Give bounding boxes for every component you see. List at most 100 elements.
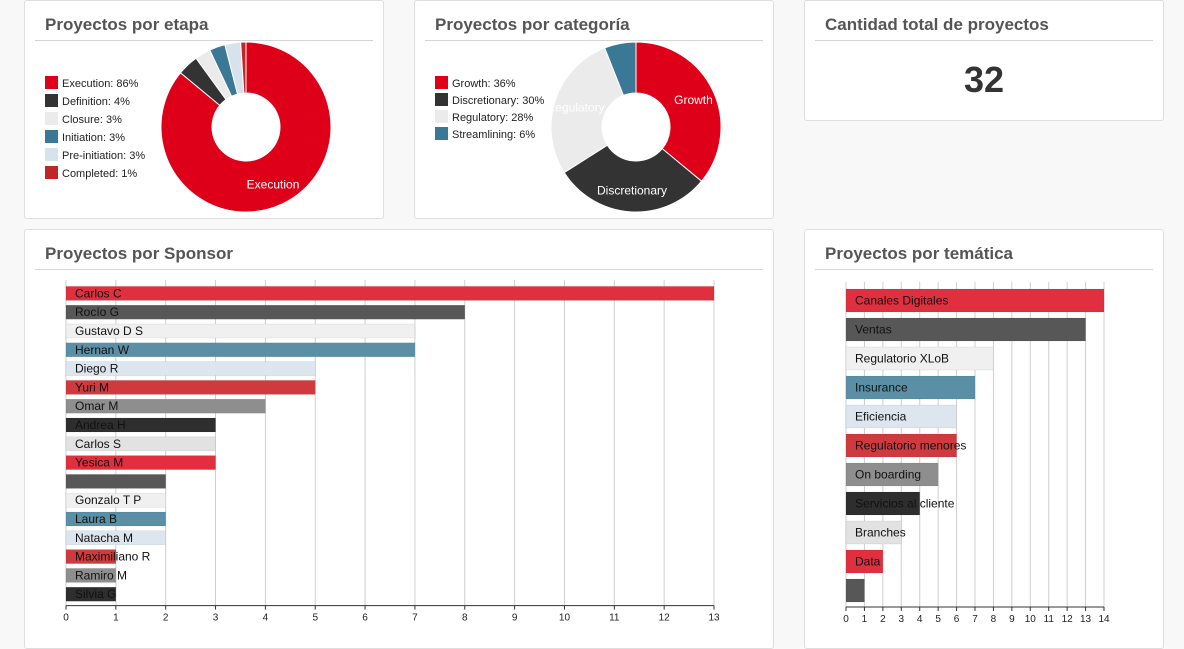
card-proyectos-por-categoria: Proyectos por categoría Growth: 36% Discr… (414, 0, 774, 219)
bar-gonzalo-t-p[interactable] (65, 492, 166, 508)
bar-label-ramiro-m: Ramiro M (75, 568, 127, 582)
bar-gustavo-d-s[interactable] (65, 323, 416, 339)
bar-label-insurance: Insurance (855, 381, 908, 395)
bar-yuri-m[interactable] (65, 380, 316, 395)
tick-label-1: 1 (113, 613, 119, 624)
tick-label-5: 5 (312, 613, 318, 624)
legend-item-regulatory: Regulatory: 28% (452, 112, 534, 124)
slice-label-growth: Growth (674, 93, 713, 107)
card-title-sponsor: Proyectos por Sponsor (35, 230, 763, 270)
bar-ventas[interactable] (845, 317, 1086, 342)
bar-silvia-g[interactable] (65, 586, 117, 602)
bar-omar-m[interactable] (65, 398, 266, 414)
tick-label-2: 2 (880, 614, 886, 625)
tick-label-13: 13 (1080, 614, 1092, 625)
legend-swatch-streamlining (435, 127, 448, 140)
card-cantidad-total: Cantidad total de proyectos 32 (804, 0, 1164, 121)
tick-label-11: 11 (609, 613, 620, 624)
card-title-tematica: Proyectos por temática (815, 230, 1153, 270)
legend-swatch-closure (45, 112, 58, 125)
slice-label-regulatory: Regulatory (547, 100, 605, 114)
bar-label-natacha-m: Natacha M (75, 531, 133, 545)
legend-item-growth: Growth: 36% (452, 78, 516, 90)
donut-chart-categoria: Growth: 36% Discretionary: 30% Regulatory:… (435, 41, 722, 213)
tick-label-5: 5 (935, 614, 941, 625)
bar-label-yesica-m: Yesica M (75, 456, 123, 470)
bar-label-on-boarding: On boarding (855, 468, 921, 482)
slice-label-discretionary: Discretionary (597, 183, 667, 197)
legend-swatch-discretionary (435, 93, 448, 106)
slice-execution[interactable] (160, 41, 332, 213)
bar-branches[interactable] (845, 520, 902, 545)
slice-completed[interactable] (240, 41, 247, 94)
bar-label-omar-m: Omar M (75, 399, 118, 413)
slice-growth[interactable] (635, 41, 722, 182)
bar-label-diego-r: Diego R (75, 362, 119, 376)
bar-label-servicios-al-cliente: Servicios al cliente (855, 497, 955, 511)
card-title-total: Cantidad total de proyectos (815, 1, 1153, 41)
bar-roc-o-g[interactable] (65, 304, 466, 320)
bar-insurance[interactable] (845, 375, 976, 400)
legend-item-definition: Definition: 4% (62, 96, 130, 108)
bar-label-carlos-s: Carlos S (75, 437, 121, 451)
bar-hernan-w[interactable] (65, 342, 416, 358)
bar-servicios-al-cliente[interactable] (845, 491, 920, 516)
tick-label-6: 6 (362, 613, 368, 624)
bar-ramiro-m[interactable] (65, 568, 117, 583)
total-projects-value: 32 (963, 59, 1005, 100)
bar-unlabeled-10[interactable] (65, 474, 166, 489)
slice-regulatory[interactable] (550, 47, 625, 174)
legend-item-execution: Execution: 86% (62, 78, 139, 90)
bar-diego-r[interactable] (65, 361, 316, 376)
card-proyectos-por-etapa: Proyectos por etapa Execution: 86% Defini… (24, 0, 384, 219)
bar-label-gustavo-d-s: Gustavo D S (75, 324, 143, 338)
bar-regulatorio-menores[interactable] (845, 433, 957, 458)
bar-label-andrea-h: Andrea H (75, 418, 126, 432)
tick-label-2: 2 (163, 613, 169, 624)
slice-discretionary[interactable] (563, 144, 703, 213)
legend-swatch-execution (45, 76, 58, 89)
bar-data[interactable] (845, 549, 884, 574)
tick-label-3: 3 (899, 614, 905, 625)
legend-item-completed: Completed: 1% (62, 168, 137, 180)
bar-label-roc-o-g: Rocío G (75, 305, 119, 319)
bar-unlabeled-10[interactable] (845, 578, 865, 603)
bar-label-carlos-c: Carlos C (75, 286, 122, 300)
tick-label-9: 9 (1009, 614, 1015, 625)
bar-label-regulatorio-xlob: Regulatorio XLoB (855, 352, 949, 366)
bar-label-eficiencia: Eficiencia (855, 410, 907, 424)
tick-label-14: 14 (1098, 614, 1110, 625)
legend-swatch-pre-initiation (45, 148, 58, 161)
tick-label-3: 3 (213, 613, 219, 624)
tick-label-12: 12 (1062, 614, 1074, 625)
bar-laura-b[interactable] (65, 511, 166, 527)
bar-yesica-m[interactable] (65, 455, 216, 470)
tick-label-0: 0 (843, 614, 849, 625)
slice-label-execution: Execution (247, 177, 300, 191)
tick-label-12: 12 (659, 613, 671, 624)
slice-streamlining[interactable] (604, 41, 637, 97)
legend-swatch-definition (45, 94, 58, 107)
bar-andrea-h[interactable] (65, 417, 216, 433)
tick-label-0: 0 (63, 613, 69, 624)
tick-label-6: 6 (954, 614, 960, 625)
bar-natacha-m[interactable] (65, 530, 166, 546)
bar-on-boarding[interactable] (845, 462, 939, 487)
bar-canales-digitales[interactable] (845, 288, 1105, 313)
legend-swatch-initiation (45, 130, 58, 143)
bar-label-data: Data (855, 555, 881, 569)
bar-label-laura-b: Laura B (75, 512, 117, 526)
legend-item-streamlining: Streamlining: 6% (452, 129, 535, 141)
tick-label-4: 4 (263, 613, 269, 624)
bar-regulatorio-xlob[interactable] (845, 346, 994, 371)
bar-eficiencia[interactable] (845, 404, 957, 429)
legend-swatch-completed (45, 166, 58, 179)
bar-carlos-s[interactable] (65, 436, 216, 452)
bar-carlos-c[interactable] (65, 286, 715, 301)
card-proyectos-por-sponsor: Proyectos por Sponsor 0 1 2 3 4 5 6 7 8 9 10 11 12 13… (24, 229, 774, 649)
legend-swatch-regulatory (435, 110, 448, 123)
tick-label-1: 1 (862, 614, 868, 625)
bar-maximiliano-r[interactable] (65, 549, 117, 564)
legend-item-pre-initiation: Pre-initiation: 3% (62, 150, 145, 162)
